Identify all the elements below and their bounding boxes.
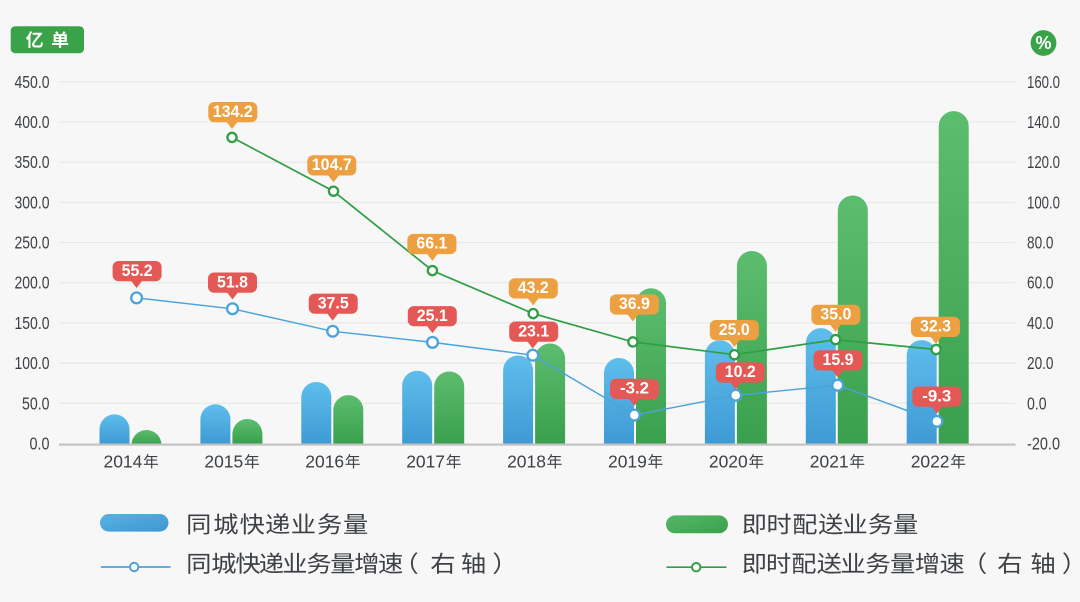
svg-text:150.0: 150.0 — [15, 313, 50, 333]
svg-text:400.0: 400.0 — [15, 112, 50, 132]
svg-text:25.1: 25.1 — [417, 307, 448, 325]
svg-text:2019: 2019 — [608, 452, 647, 472]
svg-text:2017: 2017 — [406, 452, 445, 472]
svg-text:100.0: 100.0 — [15, 353, 50, 373]
svg-text:2018: 2018 — [507, 452, 546, 472]
svg-text:55.2: 55.2 — [122, 262, 153, 280]
svg-text:134.2: 134.2 — [213, 103, 253, 121]
svg-text:40.0: 40.0 — [1027, 313, 1054, 333]
svg-text:2014: 2014 — [104, 452, 143, 472]
svg-text:-20.0: -20.0 — [1027, 434, 1060, 454]
svg-text:43.2: 43.2 — [518, 279, 549, 297]
svg-text:350.0: 350.0 — [15, 152, 50, 172]
svg-text:-3.2: -3.2 — [620, 380, 649, 398]
svg-text:250.0: 250.0 — [15, 233, 50, 253]
svg-text:10.2: 10.2 — [725, 363, 756, 381]
svg-text:35.0: 35.0 — [820, 306, 851, 324]
svg-text:25.0: 25.0 — [719, 321, 750, 339]
svg-text:2022: 2022 — [911, 452, 950, 472]
svg-text:100.0: 100.0 — [1027, 192, 1060, 212]
svg-text:36.9: 36.9 — [619, 295, 650, 313]
svg-text:%: % — [1036, 33, 1052, 53]
svg-text:120.0: 120.0 — [1027, 152, 1060, 172]
svg-text:2021: 2021 — [810, 452, 849, 472]
svg-text:2020: 2020 — [709, 452, 748, 472]
svg-text:80.0: 80.0 — [1027, 233, 1054, 253]
svg-text:32.3: 32.3 — [920, 318, 951, 336]
svg-text:0.0: 0.0 — [1027, 393, 1047, 413]
svg-text:0.0: 0.0 — [30, 434, 50, 454]
svg-text:200.0: 200.0 — [15, 273, 50, 293]
svg-text:60.0: 60.0 — [1027, 273, 1054, 293]
svg-text:20.0: 20.0 — [1027, 353, 1054, 373]
svg-text:2015: 2015 — [204, 452, 243, 472]
svg-text:-9.3: -9.3 — [922, 387, 951, 405]
svg-text:300.0: 300.0 — [15, 192, 50, 212]
svg-text:140.0: 140.0 — [1027, 112, 1060, 132]
svg-text:2016: 2016 — [305, 452, 344, 472]
svg-text:37.5: 37.5 — [318, 294, 349, 312]
svg-text:104.7: 104.7 — [312, 156, 352, 174]
svg-text:15.9: 15.9 — [823, 351, 854, 369]
svg-text:51.8: 51.8 — [217, 273, 248, 291]
svg-text:50.0: 50.0 — [22, 393, 50, 413]
svg-text:160.0: 160.0 — [1027, 72, 1060, 92]
svg-text:450.0: 450.0 — [15, 72, 50, 92]
svg-text:23.1: 23.1 — [518, 322, 549, 340]
svg-text:66.1: 66.1 — [416, 235, 447, 253]
